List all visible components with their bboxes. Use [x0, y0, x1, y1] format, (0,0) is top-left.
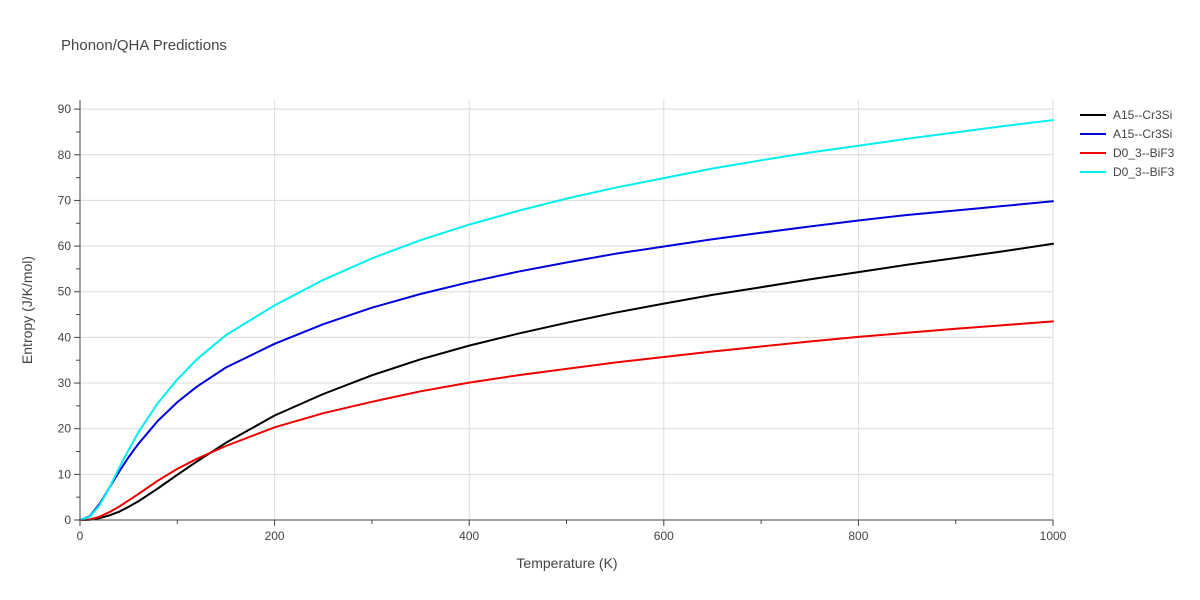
x-tick-label: 0	[77, 529, 84, 543]
y-tick-label: 50	[58, 285, 72, 299]
y-tick-label: 80	[58, 148, 72, 162]
series-line-2	[79, 200, 1054, 521]
y-tick-label: 20	[58, 422, 72, 436]
x-tick-label: 200	[265, 529, 285, 543]
x-axis-title: Temperature (K)	[516, 555, 617, 571]
y-tick-label: 0	[64, 513, 71, 527]
y-tick-label: 40	[58, 330, 72, 344]
y-tick-label: 70	[58, 193, 72, 207]
legend-label: D0_3--BiF3	[1113, 165, 1175, 179]
chart-title: Phonon/QHA Predictions	[61, 37, 227, 54]
legend-label: A15--Cr3Si	[1113, 108, 1172, 122]
axes	[74, 100, 1054, 526]
x-tick-label: 1000	[1040, 529, 1067, 543]
legend-label: D0_3--BiF3	[1113, 146, 1175, 160]
tick-labels: 0 200 400 600 800 1000 0 10 20 30 40 50 60 70 80 90	[58, 102, 1067, 543]
series-line-1	[79, 242, 1054, 521]
series-line-4	[79, 119, 1054, 521]
x-tick-label: 600	[654, 529, 674, 543]
x-tick-label: 400	[459, 529, 479, 543]
x-tick-label: 800	[848, 529, 868, 543]
legend-item-4[interactable]: D0_3--BiF3	[1080, 165, 1175, 179]
series-lines	[79, 119, 1054, 521]
y-tick-label: 30	[58, 376, 72, 390]
y-axis-title: Entropy (J/K/mol)	[19, 256, 35, 364]
legend-item-1[interactable]: A15--Cr3Si	[1080, 108, 1172, 122]
series-line-3	[79, 320, 1054, 521]
gridlines	[80, 100, 1054, 520]
y-tick-label: 90	[58, 102, 72, 116]
y-tick-label: 10	[58, 467, 72, 481]
legend[interactable]: A15--Cr3Si A15--Cr3Si D0_3--BiF3 D0_3--BiF3	[1080, 108, 1175, 179]
legend-item-3[interactable]: D0_3--BiF3	[1080, 146, 1175, 160]
y-tick-label: 60	[58, 239, 72, 253]
legend-label: A15--Cr3Si	[1113, 127, 1172, 141]
legend-item-2[interactable]: A15--Cr3Si	[1080, 127, 1172, 141]
